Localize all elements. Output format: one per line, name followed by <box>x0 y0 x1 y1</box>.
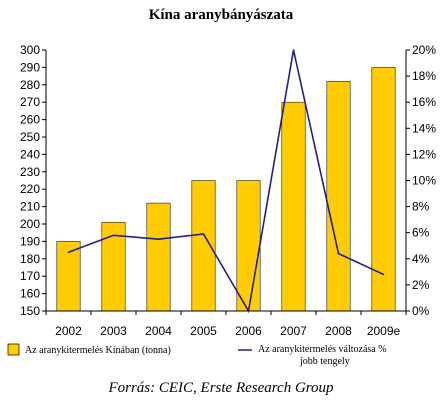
x-tick-label: 2002 <box>55 324 82 338</box>
y-right-tick-label: 12% <box>412 147 436 161</box>
x-tick-label: 2006 <box>235 324 262 338</box>
legend-label-bar: Az aranykitermelés Kínában (tonna) <box>25 345 171 356</box>
x-tick-label: 2004 <box>145 324 172 338</box>
y-left-tick-label: 170 <box>20 269 40 283</box>
y-right-tick-label: 8% <box>412 200 430 214</box>
y-left-tick-label: 150 <box>20 304 40 318</box>
x-tick-label: 2005 <box>190 324 217 338</box>
x-tick-label: 2009e <box>367 324 401 338</box>
y-right-tick-label: 16% <box>412 95 436 109</box>
y-left-tick-label: 300 <box>20 43 40 57</box>
y-left-tick-label: 190 <box>20 234 40 248</box>
bar-2008 <box>326 81 351 312</box>
line-point-2004 <box>157 238 160 241</box>
y-right-tick-label: 18% <box>412 69 436 83</box>
plot-area: 150 160 170 180 190 200 210 220 230 240 250 260 270 2… <box>20 43 436 338</box>
y-left-tick-label: 250 <box>20 130 40 144</box>
line-point-2009e <box>382 273 385 276</box>
y-right-tick-label: 0% <box>412 304 430 318</box>
line-point-2005 <box>202 233 205 235</box>
y-left-tick-label: 220 <box>20 182 40 196</box>
chart-title: Kína aranybányászata <box>149 7 294 23</box>
legend-label-line-cont: jobb tengely <box>299 356 350 367</box>
y-left-tick-label: 280 <box>20 78 40 92</box>
y-right-tick-label: 6% <box>412 226 430 240</box>
x-tick-label: 2007 <box>280 324 307 338</box>
y-left-tick-label: 230 <box>20 165 40 179</box>
line-series-change <box>68 49 384 314</box>
line-point-2008 <box>337 252 340 255</box>
x-tick-label: 2008 <box>325 324 352 338</box>
legend: Az aranykitermelés Kínában (tonna) Az ar… <box>7 343 387 367</box>
legend-label-line: Az aranykitermelés változása % <box>258 344 387 355</box>
y-right-tick-label: 20% <box>412 43 436 57</box>
y-left-tick-label: 180 <box>20 252 40 266</box>
y-right-tick-label: 10% <box>412 174 436 188</box>
line-point-2002 <box>67 251 70 254</box>
bar-2006 <box>236 180 261 312</box>
source-note: Forrás: CEIC, Erste Research Group <box>107 380 334 396</box>
line-point-2007 <box>292 49 295 51</box>
bar-2005 <box>191 180 216 312</box>
y-right-tick-label: 2% <box>412 278 430 292</box>
y-left-tick-label: 160 <box>20 287 40 301</box>
y-left-tick-label: 240 <box>20 147 40 161</box>
y-right-tick-label: 4% <box>412 252 430 266</box>
y-right-tick-label: 14% <box>412 121 436 135</box>
bar-2007 <box>281 101 306 312</box>
y-left-tick-label: 200 <box>20 217 40 231</box>
y-left-tick-label: 290 <box>20 60 40 74</box>
x-tick-label: 2003 <box>100 324 127 338</box>
bar-2004 <box>146 202 171 312</box>
y-left-tick-label: 270 <box>20 95 40 109</box>
line-point-2006 <box>247 310 250 312</box>
legend-swatch-bar <box>7 343 20 356</box>
line-point-2003 <box>112 234 115 237</box>
y-left-tick-label: 260 <box>20 113 40 127</box>
y-left-tick-label: 210 <box>20 200 40 214</box>
